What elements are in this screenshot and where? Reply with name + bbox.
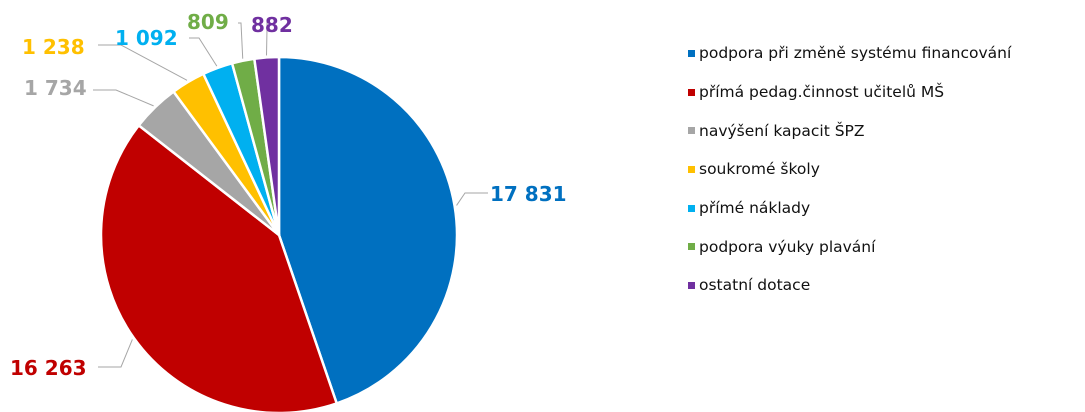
data-label-vyuka-plavani: 809	[187, 10, 229, 34]
legend-item-soukrome-skoly: soukromé školy	[688, 150, 1011, 189]
legend-swatch	[688, 49, 695, 57]
legend-item-systemu-financovani: podpora při změně systému financování	[688, 34, 1011, 73]
pie-slices	[99, 55, 459, 412]
leader-line-ostatni-dotace	[265, 21, 268, 56]
legend-item-prime-naklady: přímé náklady	[688, 189, 1011, 228]
data-label-systemu-financovani: 17 831	[490, 182, 567, 206]
legend-label: přímá pedag.činnost učitelů MŠ	[699, 83, 945, 102]
leader-line-prime-naklady	[189, 37, 218, 67]
leader-line-systemu-financovani	[456, 192, 488, 206]
leader-line-pedag-cinnost-ms	[98, 339, 133, 368]
data-label-pedag-cinnost-ms: 16 263	[10, 356, 87, 380]
legend-swatch	[688, 88, 695, 96]
pie-slice-pedag-cinnost-ms	[99, 124, 338, 412]
legend-item-vyuka-plavani: podpora výuky plavání	[688, 227, 1011, 266]
data-label-soukrome-skoly: 1 238	[22, 35, 85, 59]
legend-swatch	[688, 165, 695, 173]
legend-label: podpora výuky plavání	[699, 237, 876, 256]
legend-swatch	[688, 243, 695, 251]
legend-item-ostatni-dotace: ostatní dotace	[688, 266, 1011, 305]
legend-swatch	[688, 281, 695, 289]
legend-label: soukromé školy	[699, 160, 820, 179]
legend-swatch	[688, 127, 695, 135]
data-label-prime-naklady: 1 092	[115, 26, 178, 50]
legend-label: navýšení kapacit ŠPZ	[699, 121, 865, 140]
pie-slice-ostatni-dotace	[253, 55, 281, 237]
legend-swatch	[688, 204, 695, 212]
legend: podpora při změně systému financování pří…	[688, 34, 1011, 305]
data-label-kapacit-spz: 1 734	[24, 76, 87, 100]
legend-item-kapacit-spz: navýšení kapacit ŠPZ	[688, 111, 1011, 150]
leader-lines	[93, 21, 488, 368]
legend-label: přímé náklady	[699, 199, 811, 218]
legend-label: ostatní dotace	[699, 276, 811, 295]
leader-line-vyuka-plavani	[238, 22, 244, 59]
pie-slice-systemu-financovani	[277, 55, 459, 405]
data-label-ostatni-dotace: 882	[251, 13, 293, 37]
legend-label: podpora při změně systému financování	[699, 44, 1012, 63]
leader-line-kapacit-spz	[93, 89, 154, 107]
value-labels: 17 831 16 263 1 734 1 238 1 092 809 882	[10, 10, 567, 380]
leader-line-soukrome-skoly	[98, 44, 188, 81]
legend-item-pedag-cinnost-ms: přímá pedag.činnost učitelů MŠ	[688, 73, 1011, 112]
